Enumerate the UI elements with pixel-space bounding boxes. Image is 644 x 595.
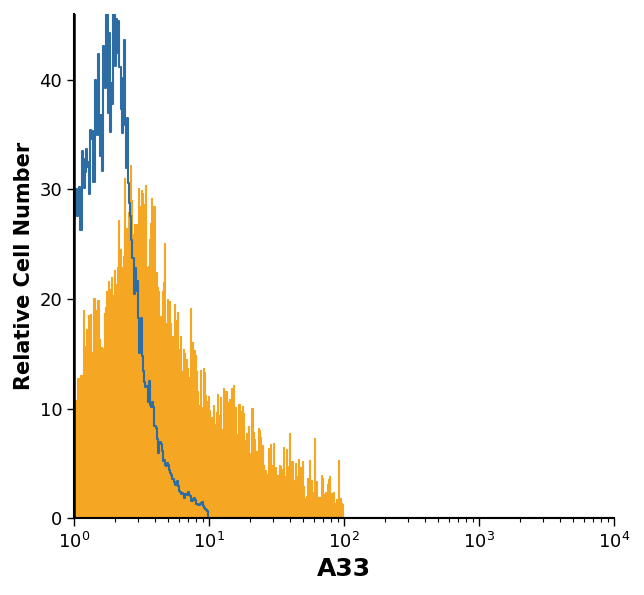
Y-axis label: Relative Cell Number: Relative Cell Number (14, 142, 34, 390)
X-axis label: A33: A33 (317, 557, 371, 581)
